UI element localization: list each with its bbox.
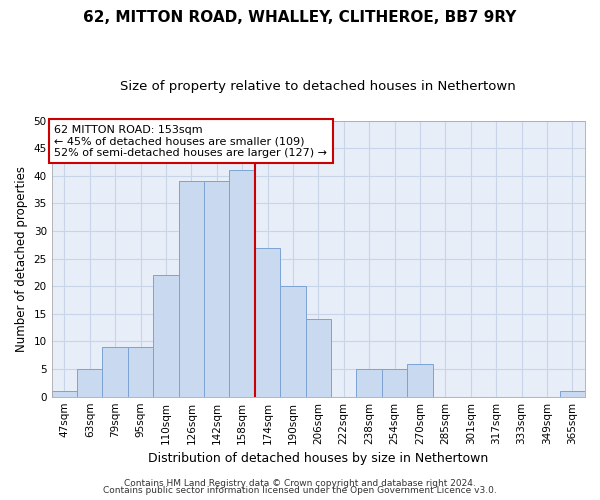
Text: Contains public sector information licensed under the Open Government Licence v3: Contains public sector information licen… — [103, 486, 497, 495]
Bar — [356, 369, 382, 396]
Title: Size of property relative to detached houses in Nethertown: Size of property relative to detached ho… — [121, 80, 516, 93]
Bar — [153, 275, 179, 396]
Bar — [407, 364, 433, 396]
Bar — [179, 182, 204, 396]
Text: 62, MITTON ROAD, WHALLEY, CLITHEROE, BB7 9RY: 62, MITTON ROAD, WHALLEY, CLITHEROE, BB7… — [83, 10, 517, 25]
Text: Contains HM Land Registry data © Crown copyright and database right 2024.: Contains HM Land Registry data © Crown c… — [124, 478, 476, 488]
Bar — [305, 320, 331, 396]
Bar — [52, 391, 77, 396]
Text: 62 MITTON ROAD: 153sqm
← 45% of detached houses are smaller (109)
52% of semi-de: 62 MITTON ROAD: 153sqm ← 45% of detached… — [55, 124, 328, 158]
X-axis label: Distribution of detached houses by size in Nethertown: Distribution of detached houses by size … — [148, 452, 488, 465]
Bar — [255, 248, 280, 396]
Y-axis label: Number of detached properties: Number of detached properties — [15, 166, 28, 352]
Bar — [229, 170, 255, 396]
Bar — [103, 347, 128, 397]
Bar — [204, 182, 229, 396]
Bar — [280, 286, 305, 397]
Bar — [560, 391, 585, 396]
Bar — [77, 369, 103, 396]
Bar — [382, 369, 407, 396]
Bar — [128, 347, 153, 397]
